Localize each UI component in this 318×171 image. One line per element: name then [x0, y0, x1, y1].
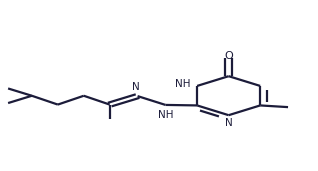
- Text: NH: NH: [175, 79, 190, 89]
- Text: NH: NH: [158, 110, 173, 120]
- Text: N: N: [225, 118, 232, 128]
- Text: O: O: [224, 51, 233, 61]
- Text: N: N: [132, 82, 140, 92]
